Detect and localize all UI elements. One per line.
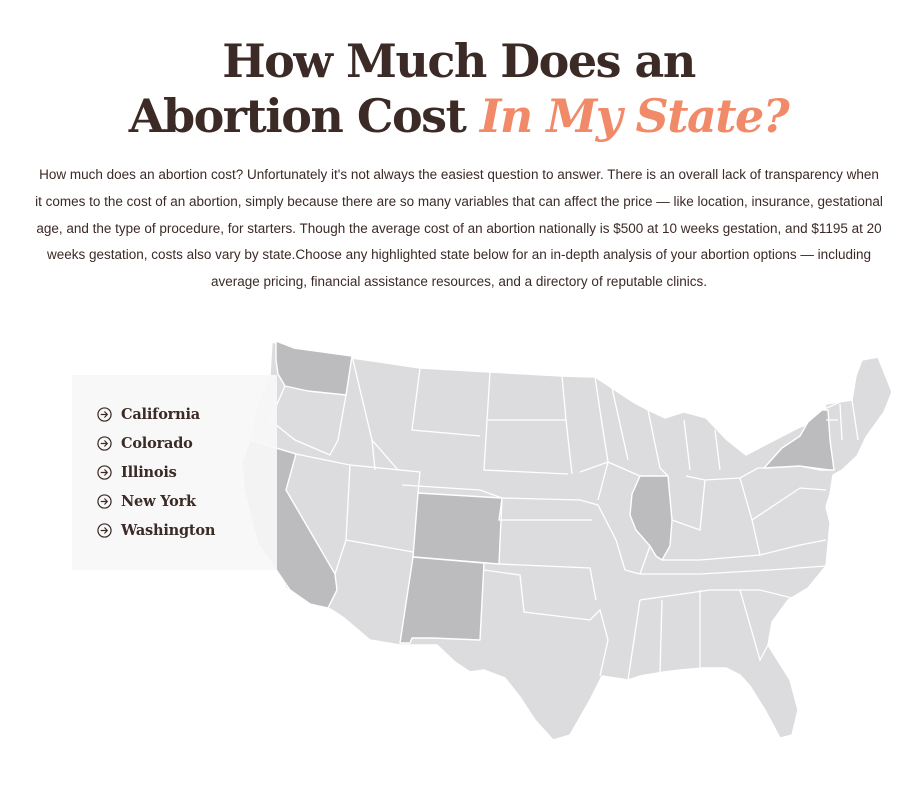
legend-label: New York — [121, 493, 196, 510]
state-borders — [249, 355, 859, 681]
state-new-york[interactable] — [763, 409, 835, 471]
legend-item-colorado[interactable]: Colorado — [97, 429, 215, 458]
arrow-right-circle-icon — [97, 465, 112, 480]
state-washington[interactable] — [275, 340, 353, 396]
legend-label: Illinois — [121, 464, 177, 481]
legend-item-new-york[interactable]: New York — [97, 487, 215, 516]
state-legend: California Colorado Illinois — [72, 375, 277, 570]
title-line-1: How Much Does an — [222, 34, 696, 88]
legend-label: Colorado — [121, 435, 193, 452]
arrow-right-circle-icon — [97, 436, 112, 451]
state-new-mexico[interactable] — [399, 556, 485, 644]
map-land — [243, 341, 893, 741]
arrow-right-circle-icon — [97, 407, 112, 422]
legend-label: California — [121, 406, 200, 423]
state-illinois[interactable] — [629, 475, 673, 561]
legend-item-california[interactable]: California — [97, 400, 215, 429]
state-colorado[interactable] — [412, 492, 503, 565]
arrow-right-circle-icon — [97, 523, 112, 538]
page-title: How Much Does an Abortion Cost In My Sta… — [0, 34, 917, 144]
legend-item-washington[interactable]: Washington — [97, 516, 215, 545]
title-line-2-text: Abortion Cost — [128, 89, 467, 143]
arrow-right-circle-icon — [97, 494, 112, 509]
intro-paragraph: How much does an abortion cost? Unfortun… — [35, 167, 883, 290]
state-list: California Colorado Illinois — [97, 400, 215, 545]
title-accent: In My State? — [479, 89, 790, 143]
title-line-2: Abortion Cost In My State? — [0, 89, 917, 144]
legend-label: Washington — [121, 522, 216, 539]
legend-item-illinois[interactable]: Illinois — [97, 458, 215, 487]
